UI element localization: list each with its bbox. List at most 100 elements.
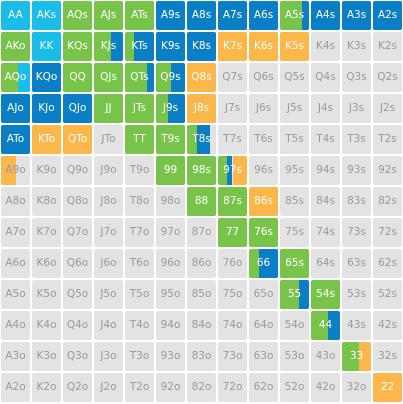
hand-cell-k2o[interactable]: K2o [32,373,61,402]
hand-cell-kjo[interactable]: KJo [32,94,61,123]
hand-cell-97o[interactable]: 97o [156,218,185,247]
hand-cell-kjs[interactable]: KJs [94,32,123,61]
hand-cell-85s[interactable]: 85s [280,187,309,216]
hand-cell-kqo[interactable]: KQo [32,63,61,92]
hand-cell-72o[interactable]: 72o [218,373,247,402]
hand-cell-a9o[interactable]: A9o [1,156,30,185]
hand-cell-q2o[interactable]: Q2o [63,373,92,402]
hand-cell-t2o[interactable]: T2o [125,373,154,402]
hand-cell-87o[interactable]: 87o [187,218,216,247]
hand-cell-22[interactable]: 22 [373,373,402,402]
hand-cell-qjs[interactable]: QJs [94,63,123,92]
hand-cell-95o[interactable]: 95o [156,280,185,309]
hand-cell-q8o[interactable]: Q8o [63,187,92,216]
hand-cell-ajs[interactable]: AJs [94,1,123,30]
hand-cell-t2s[interactable]: T2s [373,125,402,154]
hand-cell-97s[interactable]: 97s [218,156,247,185]
hand-cell-t4o[interactable]: T4o [125,311,154,340]
hand-cell-k6o[interactable]: K6o [32,249,61,278]
hand-cell-j6o[interactable]: J6o [94,249,123,278]
hand-cell-a4s[interactable]: A4s [311,1,340,30]
hand-cell-a8s[interactable]: A8s [187,1,216,30]
hand-cell-a7o[interactable]: A7o [1,218,30,247]
hand-cell-54s[interactable]: 54s [311,280,340,309]
hand-cell-94s[interactable]: 94s [311,156,340,185]
hand-cell-63s[interactable]: 63s [342,249,371,278]
hand-cell-j7s[interactable]: J7s [218,94,247,123]
hand-cell-73o[interactable]: 73o [218,342,247,371]
hand-cell-jj[interactable]: JJ [94,94,123,123]
hand-cell-k5s[interactable]: K5s [280,32,309,61]
hand-cell-93o[interactable]: 93o [156,342,185,371]
hand-cell-k9s[interactable]: K9s [156,32,185,61]
hand-cell-qq[interactable]: QQ [63,63,92,92]
hand-cell-96o[interactable]: 96o [156,249,185,278]
hand-cell-42s[interactable]: 42s [373,311,402,340]
hand-cell-a8o[interactable]: A8o [1,187,30,216]
hand-cell-t6o[interactable]: T6o [125,249,154,278]
hand-cell-93s[interactable]: 93s [342,156,371,185]
hand-cell-k6s[interactable]: K6s [249,32,278,61]
hand-cell-a9s[interactable]: A9s [156,1,185,30]
hand-cell-87s[interactable]: 87s [218,187,247,216]
hand-cell-84s[interactable]: 84s [311,187,340,216]
hand-cell-kk[interactable]: KK [32,32,61,61]
hand-cell-52o[interactable]: 52o [280,373,309,402]
hand-cell-k7s[interactable]: K7s [218,32,247,61]
hand-cell-92s[interactable]: 92s [373,156,402,185]
hand-cell-42o[interactable]: 42o [311,373,340,402]
hand-cell-j5o[interactable]: J5o [94,280,123,309]
hand-cell-75s[interactable]: 75s [280,218,309,247]
hand-cell-q2s[interactable]: Q2s [373,63,402,92]
hand-cell-j6s[interactable]: J6s [249,94,278,123]
hand-cell-88[interactable]: 88 [187,187,216,216]
hand-cell-65s[interactable]: 65s [280,249,309,278]
hand-cell-82o[interactable]: 82o [187,373,216,402]
hand-cell-a6s[interactable]: A6s [249,1,278,30]
hand-cell-73s[interactable]: 73s [342,218,371,247]
hand-cell-t8o[interactable]: T8o [125,187,154,216]
hand-cell-t3s[interactable]: T3s [342,125,371,154]
hand-cell-t9o[interactable]: T9o [125,156,154,185]
hand-cell-q8s[interactable]: Q8s [187,63,216,92]
hand-cell-a6o[interactable]: A6o [1,249,30,278]
hand-cell-74s[interactable]: 74s [311,218,340,247]
hand-cell-t7o[interactable]: T7o [125,218,154,247]
hand-cell-qto[interactable]: QTo [63,125,92,154]
hand-cell-a3o[interactable]: A3o [1,342,30,371]
hand-cell-62s[interactable]: 62s [373,249,402,278]
hand-cell-44[interactable]: 44 [311,311,340,340]
hand-cell-aks[interactable]: AKs [32,1,61,30]
hand-cell-q7o[interactable]: Q7o [63,218,92,247]
hand-cell-t5s[interactable]: T5s [280,125,309,154]
hand-cell-43s[interactable]: 43s [342,311,371,340]
hand-cell-77[interactable]: 77 [218,218,247,247]
hand-cell-j2o[interactable]: J2o [94,373,123,402]
hand-cell-kto[interactable]: KTo [32,125,61,154]
hand-cell-q3s[interactable]: Q3s [342,63,371,92]
hand-cell-k8s[interactable]: K8s [187,32,216,61]
hand-cell-85o[interactable]: 85o [187,280,216,309]
hand-cell-ato[interactable]: ATo [1,125,30,154]
hand-cell-t8s[interactable]: T8s [187,125,216,154]
hand-cell-95s[interactable]: 95s [280,156,309,185]
hand-cell-j9o[interactable]: J9o [94,156,123,185]
hand-cell-q5o[interactable]: Q5o [63,280,92,309]
hand-cell-j8s[interactable]: J8s [187,94,216,123]
hand-cell-k3o[interactable]: K3o [32,342,61,371]
hand-cell-a2s[interactable]: A2s [373,1,402,30]
hand-cell-j7o[interactable]: J7o [94,218,123,247]
hand-cell-k9o[interactable]: K9o [32,156,61,185]
hand-cell-t7s[interactable]: T7s [218,125,247,154]
hand-cell-j2s[interactable]: J2s [373,94,402,123]
hand-cell-q6o[interactable]: Q6o [63,249,92,278]
hand-cell-72s[interactable]: 72s [373,218,402,247]
hand-cell-ajo[interactable]: AJo [1,94,30,123]
hand-cell-53s[interactable]: 53s [342,280,371,309]
hand-cell-k5o[interactable]: K5o [32,280,61,309]
hand-cell-98o[interactable]: 98o [156,187,185,216]
hand-cell-a7s[interactable]: A7s [218,1,247,30]
hand-cell-99[interactable]: 99 [156,156,185,185]
hand-cell-aa[interactable]: AA [1,1,30,30]
hand-cell-t6s[interactable]: T6s [249,125,278,154]
